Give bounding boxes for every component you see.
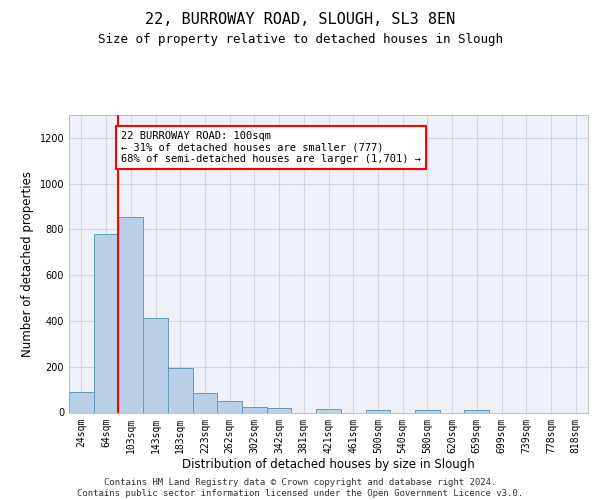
Bar <box>168 368 193 412</box>
Bar <box>464 410 489 412</box>
Text: Contains HM Land Registry data © Crown copyright and database right 2024.
Contai: Contains HM Land Registry data © Crown c… <box>77 478 523 498</box>
Bar <box>217 401 242 412</box>
Bar <box>316 409 341 412</box>
Bar <box>118 217 143 412</box>
Bar <box>69 392 94 412</box>
Text: 22 BURROWAY ROAD: 100sqm
← 31% of detached houses are smaller (777)
68% of semi-: 22 BURROWAY ROAD: 100sqm ← 31% of detach… <box>121 131 421 164</box>
Text: Size of property relative to detached houses in Slough: Size of property relative to detached ho… <box>97 32 503 46</box>
Bar <box>94 234 118 412</box>
Bar <box>193 393 217 412</box>
Bar <box>242 407 267 412</box>
Text: 22, BURROWAY ROAD, SLOUGH, SL3 8EN: 22, BURROWAY ROAD, SLOUGH, SL3 8EN <box>145 12 455 28</box>
Bar <box>415 410 440 412</box>
Bar <box>267 408 292 412</box>
Y-axis label: Number of detached properties: Number of detached properties <box>21 171 34 357</box>
X-axis label: Distribution of detached houses by size in Slough: Distribution of detached houses by size … <box>182 458 475 471</box>
Bar <box>143 318 168 412</box>
Bar <box>365 410 390 412</box>
